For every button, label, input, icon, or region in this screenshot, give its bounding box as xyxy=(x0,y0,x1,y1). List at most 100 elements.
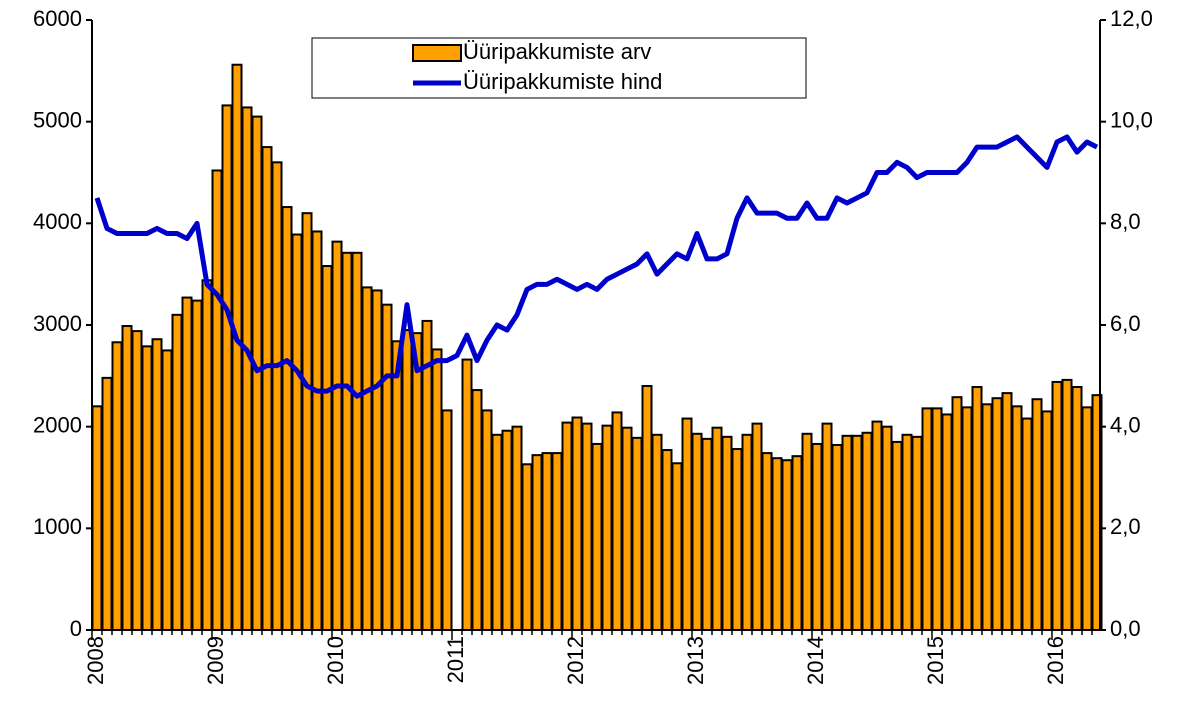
bar xyxy=(961,406,973,631)
bar xyxy=(201,279,213,631)
bar xyxy=(471,389,483,632)
price-line xyxy=(94,134,1099,399)
legend-label: Üüripakkumiste hind xyxy=(463,69,662,94)
bar xyxy=(141,345,153,631)
bar xyxy=(161,349,173,631)
bar xyxy=(1021,417,1033,631)
bar xyxy=(901,433,913,631)
legend-swatch xyxy=(412,44,462,62)
bar xyxy=(931,407,943,631)
bar xyxy=(301,212,313,632)
bar xyxy=(641,385,653,631)
bar xyxy=(1041,410,1053,631)
bar xyxy=(241,106,253,631)
bar xyxy=(1081,406,1093,631)
bar xyxy=(661,449,673,631)
y2-tick-label: 2,0 xyxy=(1110,514,1141,539)
bar xyxy=(551,452,563,631)
bar xyxy=(441,409,453,631)
bar xyxy=(361,286,373,631)
bar xyxy=(991,397,1003,632)
bar xyxy=(621,426,633,631)
y2-tick-label: 0,0 xyxy=(1110,616,1141,641)
y-tick-label: 4000 xyxy=(33,209,82,234)
bar xyxy=(891,440,903,631)
bar xyxy=(791,455,803,631)
bar xyxy=(511,425,523,631)
bar xyxy=(701,437,713,631)
bar xyxy=(291,233,303,631)
x-tick-label: 2015 xyxy=(923,636,948,685)
y-tick-label: 1000 xyxy=(33,514,82,539)
bar xyxy=(501,429,513,631)
bar xyxy=(401,329,413,631)
bar xyxy=(321,265,333,631)
bar xyxy=(351,251,363,631)
bar xyxy=(831,443,843,632)
y2-tick-label: 10,0 xyxy=(1110,107,1153,132)
bar xyxy=(721,435,733,632)
bar xyxy=(571,416,583,631)
bar xyxy=(751,422,763,631)
bar xyxy=(271,161,283,631)
y-tick-label: 5000 xyxy=(33,107,82,132)
x-tick-label: 2014 xyxy=(803,636,828,685)
y-tick-label: 0 xyxy=(70,616,82,641)
bar xyxy=(691,432,703,631)
bar xyxy=(461,358,473,631)
x-tick-label: 2011 xyxy=(443,636,468,683)
bar xyxy=(521,463,533,631)
y-tick-label: 3000 xyxy=(33,311,82,336)
bar xyxy=(391,340,403,631)
bar xyxy=(171,313,183,631)
bar xyxy=(981,403,993,631)
bar xyxy=(151,338,163,631)
bar xyxy=(911,435,923,632)
x-tick-label: 2016 xyxy=(1043,636,1068,685)
x-tick-label: 2010 xyxy=(323,636,348,685)
bar xyxy=(561,421,573,631)
bar xyxy=(121,325,133,631)
legend-label: Üüripakkumiste arv xyxy=(463,39,651,64)
bar xyxy=(861,431,873,631)
bar xyxy=(631,436,643,631)
y2-tick-label: 8,0 xyxy=(1110,209,1141,234)
bar xyxy=(671,462,683,631)
y-tick-label: 2000 xyxy=(33,412,82,437)
y2-tick-label: 4,0 xyxy=(1110,412,1141,437)
bar xyxy=(761,452,773,631)
bar xyxy=(1011,405,1023,632)
bar xyxy=(1061,378,1073,631)
bar xyxy=(311,230,323,631)
bar xyxy=(651,433,663,631)
bar xyxy=(531,454,543,631)
bar xyxy=(181,296,193,631)
bar xyxy=(541,452,553,631)
bar xyxy=(231,63,243,631)
y2-tick-label: 6,0 xyxy=(1110,311,1141,336)
y2-tick-label: 12,0 xyxy=(1110,6,1153,31)
bar xyxy=(491,433,503,631)
bar xyxy=(1001,392,1013,631)
bar xyxy=(261,146,273,631)
bar xyxy=(711,426,723,631)
bar xyxy=(381,303,393,631)
bar xyxy=(601,424,613,631)
bar xyxy=(1051,380,1063,631)
bar xyxy=(411,332,423,631)
bar xyxy=(101,376,113,631)
bar xyxy=(841,434,853,632)
y-tick-label: 6000 xyxy=(33,6,82,31)
bar xyxy=(481,409,493,631)
bar xyxy=(921,407,933,631)
bar xyxy=(741,433,753,631)
bar xyxy=(191,299,203,631)
bar xyxy=(91,405,103,632)
bar xyxy=(681,417,693,631)
bar xyxy=(251,115,263,632)
bar xyxy=(811,442,823,632)
bar xyxy=(821,422,833,631)
x-tick-label: 2013 xyxy=(683,636,708,685)
bar xyxy=(771,457,783,631)
